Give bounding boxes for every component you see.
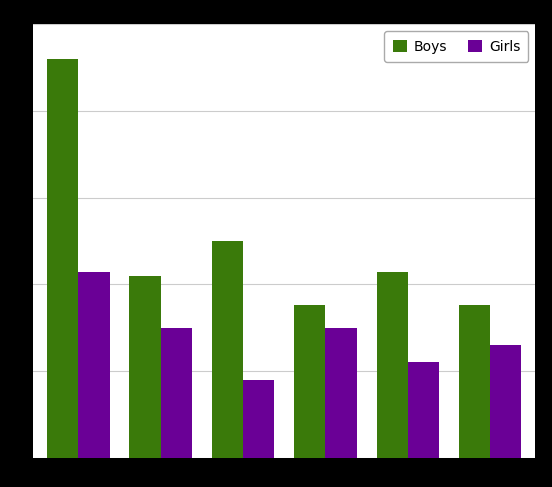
Bar — [459, 305, 490, 458]
Bar — [490, 345, 522, 458]
Legend: Boys, Girls: Boys, Girls — [384, 31, 528, 62]
Bar — [408, 362, 439, 458]
Bar — [78, 272, 110, 458]
Bar — [243, 380, 274, 458]
Bar — [326, 328, 357, 458]
Bar — [376, 272, 408, 458]
Bar — [212, 241, 243, 458]
Bar — [47, 59, 78, 458]
Bar — [130, 276, 161, 458]
Bar — [161, 328, 192, 458]
Bar — [294, 305, 326, 458]
